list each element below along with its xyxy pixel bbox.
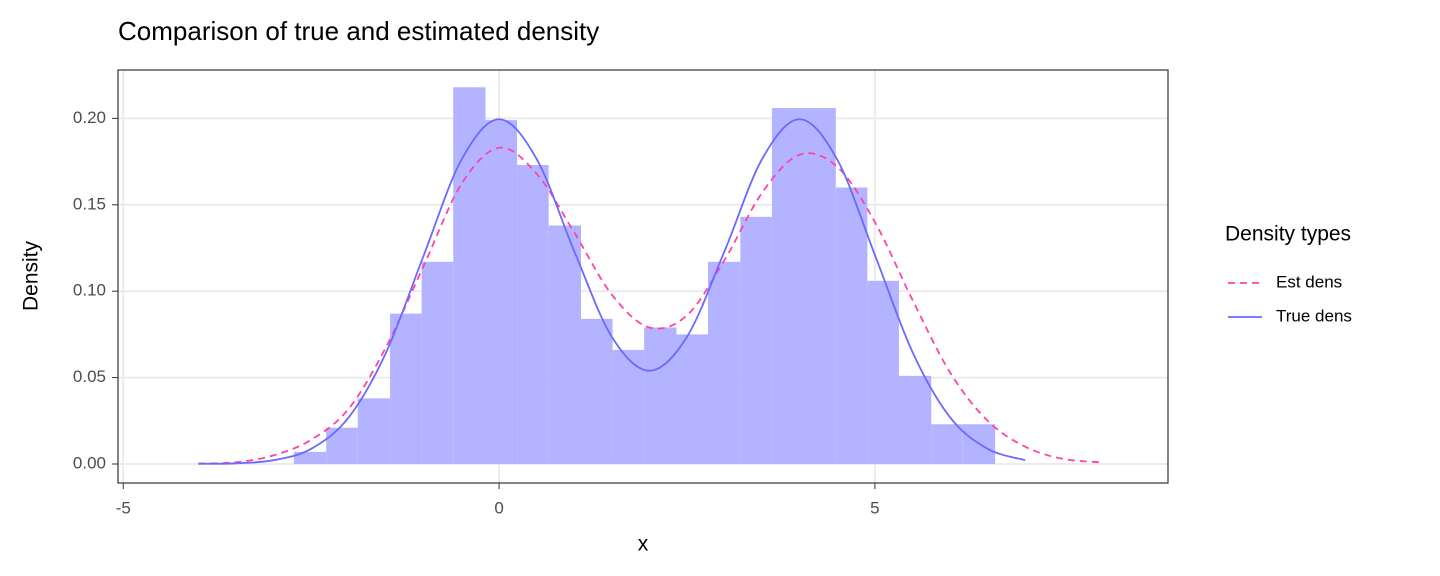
histogram-bar: [548, 225, 581, 464]
histogram-bar: [293, 451, 327, 464]
histogram-bar: [421, 261, 454, 464]
histogram-bar: [357, 398, 391, 464]
histogram-bar: [612, 349, 645, 464]
legend-title: Density types: [1225, 223, 1351, 246]
histogram-bar: [867, 280, 899, 464]
histogram-bar: [644, 327, 677, 464]
y-axis-label: Density: [20, 240, 43, 311]
histogram-bar: [708, 261, 741, 464]
histogram-bar: [898, 375, 932, 464]
histogram-bar: [771, 108, 804, 464]
histogram-bar: [326, 427, 358, 464]
histogram-bar: [740, 216, 772, 464]
legend-label: Est dens: [1276, 272, 1342, 291]
histogram-bar: [453, 87, 486, 464]
histogram-bar: [390, 313, 422, 464]
y-tick-label: 0.20: [73, 108, 106, 127]
y-tick-label: 0.00: [73, 453, 106, 472]
x-tick-label: -5: [116, 498, 131, 517]
density-line: [198, 118, 1026, 465]
histogram-bar: [803, 108, 836, 464]
y-tick-label: 0.15: [73, 194, 106, 213]
histogram-bar: [485, 120, 518, 464]
panel-border: [117, 69, 1169, 484]
histogram-bar: [835, 187, 868, 464]
histogram-bar: [580, 318, 613, 464]
histogram-bar: [676, 334, 709, 464]
chart-title: Comparison of true and estimated density: [118, 16, 599, 46]
x-axis-label: x: [638, 533, 649, 556]
x-tick-label: 5: [870, 498, 879, 517]
histogram-bar: [517, 165, 549, 464]
x-tick-label: 0: [494, 498, 503, 517]
density-line: [198, 146, 1101, 465]
legend-label: True dens: [1276, 306, 1352, 325]
histogram-bar: [931, 424, 963, 464]
y-tick-label: 0.05: [73, 367, 106, 386]
y-tick-label: 0.10: [73, 281, 106, 300]
